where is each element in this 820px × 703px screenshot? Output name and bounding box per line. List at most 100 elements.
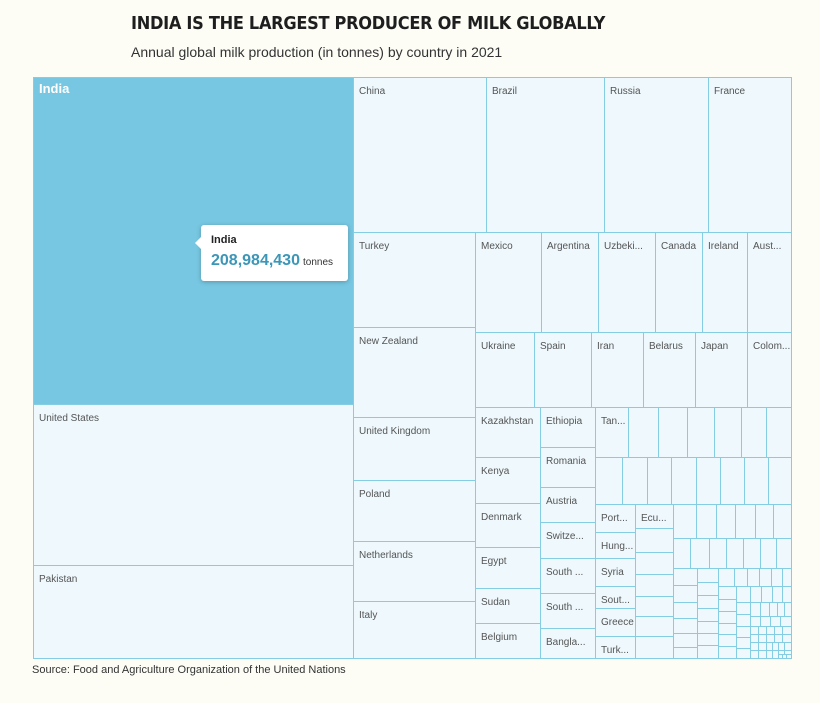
treemap-tile[interactable] (736, 648, 751, 659)
treemap-tile[interactable] (718, 568, 735, 587)
treemap-tile[interactable]: Kazakhstan (475, 407, 541, 458)
treemap-tile-rect[interactable] (595, 636, 636, 659)
treemap-tile[interactable]: South ... (540, 593, 596, 629)
treemap-tile[interactable] (696, 504, 717, 539)
treemap-tile-rect[interactable] (772, 642, 779, 651)
treemap-tile[interactable] (673, 568, 698, 586)
treemap-tile-rect[interactable] (33, 404, 354, 566)
treemap-tile[interactable] (766, 407, 792, 458)
treemap-tile[interactable] (635, 596, 674, 617)
treemap-tile[interactable] (782, 634, 792, 643)
treemap-tile-rect[interactable] (750, 642, 759, 651)
treemap-tile[interactable] (778, 642, 785, 651)
treemap-tile-rect[interactable] (769, 602, 778, 617)
treemap-tile[interactable]: South ... (540, 558, 596, 594)
treemap-tile-rect[interactable] (673, 647, 698, 659)
treemap-tile[interactable] (714, 407, 742, 458)
treemap-tile-rect[interactable] (635, 596, 674, 617)
treemap-tile[interactable]: Greece (595, 608, 636, 637)
treemap-tile[interactable]: Bangla... (540, 628, 596, 659)
treemap-tile-rect[interactable] (718, 646, 737, 659)
treemap-tile[interactable] (673, 618, 698, 634)
treemap-tile[interactable]: Uzbeki... (598, 232, 656, 333)
treemap-tile[interactable]: Austria (540, 487, 596, 523)
treemap-tile-rect[interactable] (784, 642, 792, 651)
treemap-tile[interactable]: Ethiopia (540, 407, 596, 448)
treemap-tile-rect[interactable] (604, 77, 709, 233)
treemap-tile[interactable]: United Kingdom (353, 417, 476, 481)
treemap-tile[interactable] (758, 642, 767, 651)
treemap-tile[interactable] (718, 611, 737, 624)
treemap-tile[interactable] (673, 538, 691, 569)
treemap-tile[interactable] (760, 602, 770, 617)
treemap-tile[interactable] (778, 654, 783, 659)
treemap-tile-rect[interactable] (771, 568, 783, 587)
treemap-tile-rect[interactable] (697, 595, 719, 609)
treemap-tile[interactable] (776, 538, 792, 569)
treemap-tile[interactable] (766, 650, 773, 659)
treemap-tile-rect[interactable] (750, 650, 759, 659)
treemap-tile[interactable] (718, 646, 737, 659)
treemap-tile[interactable] (750, 650, 759, 659)
treemap-tile[interactable] (736, 614, 751, 627)
treemap-tile-rect[interactable] (673, 538, 691, 569)
treemap-tile[interactable]: Ukraine (475, 332, 535, 408)
treemap-tile[interactable]: Turk... (595, 636, 636, 659)
treemap-tile[interactable] (761, 586, 773, 603)
treemap-tile[interactable] (697, 595, 719, 609)
treemap-tile-rect[interactable] (534, 332, 592, 408)
treemap-tile-rect[interactable] (750, 634, 759, 643)
treemap-tile-rect[interactable] (540, 628, 596, 659)
treemap-tile-rect[interactable] (782, 626, 792, 635)
treemap-tile-rect[interactable] (747, 568, 760, 587)
treemap-tile-rect[interactable] (628, 407, 659, 458)
treemap-tile[interactable] (750, 642, 759, 651)
treemap-tile[interactable]: Mexico (475, 232, 542, 333)
treemap-tile-rect[interactable] (673, 568, 698, 586)
treemap-tile-rect[interactable] (696, 504, 717, 539)
treemap-tile[interactable] (784, 642, 792, 651)
treemap-tile[interactable]: Belarus (643, 332, 696, 408)
treemap-tile[interactable] (595, 457, 623, 505)
treemap-tile-rect[interactable] (635, 528, 674, 553)
treemap-tile[interactable] (769, 602, 778, 617)
treemap-tile[interactable] (777, 602, 785, 617)
treemap-tile[interactable] (750, 634, 759, 643)
treemap-tile-rect[interactable] (33, 565, 354, 659)
treemap-tile[interactable] (635, 616, 674, 637)
treemap-tile[interactable]: New Zealand (353, 327, 476, 418)
treemap-tile-rect[interactable] (655, 232, 703, 333)
treemap-tile[interactable]: Romania (540, 447, 596, 488)
treemap-tile-rect[interactable] (697, 608, 719, 622)
treemap-tile[interactable]: Poland (353, 480, 476, 542)
treemap-tile[interactable] (635, 636, 674, 659)
treemap-tile-rect[interactable] (690, 538, 710, 569)
treemap-tile[interactable] (744, 457, 769, 505)
treemap-tile[interactable]: Japan (695, 332, 748, 408)
treemap-tile-rect[interactable] (780, 616, 792, 627)
treemap-tile[interactable]: Sudan (475, 588, 541, 624)
treemap-tile-rect[interactable] (714, 407, 742, 458)
treemap-tile-rect[interactable] (697, 621, 719, 634)
treemap-tile-rect[interactable] (643, 332, 696, 408)
treemap-tile-rect[interactable] (736, 648, 751, 659)
treemap-tile-rect[interactable] (673, 504, 697, 539)
treemap-tile-rect[interactable] (782, 586, 792, 603)
treemap-tile[interactable] (697, 645, 719, 659)
treemap-tile-rect[interactable] (758, 626, 767, 635)
treemap-tile[interactable] (782, 568, 792, 587)
treemap-tile-rect[interactable] (760, 616, 771, 627)
treemap-tile[interactable] (759, 568, 772, 587)
treemap-tile-rect[interactable] (736, 626, 751, 638)
treemap-tile-rect[interactable] (475, 547, 541, 589)
treemap-tile-rect[interactable] (540, 407, 596, 448)
treemap-tile-rect[interactable] (758, 634, 767, 643)
treemap-tile[interactable] (622, 457, 648, 505)
treemap-tile[interactable] (635, 574, 674, 597)
treemap-tile[interactable] (690, 538, 710, 569)
treemap-tile-rect[interactable] (708, 77, 792, 233)
treemap-tile-rect[interactable] (595, 407, 629, 458)
treemap-tile-rect[interactable] (776, 538, 792, 569)
treemap-tile[interactable] (782, 586, 792, 603)
treemap-tile-rect[interactable] (782, 634, 792, 643)
